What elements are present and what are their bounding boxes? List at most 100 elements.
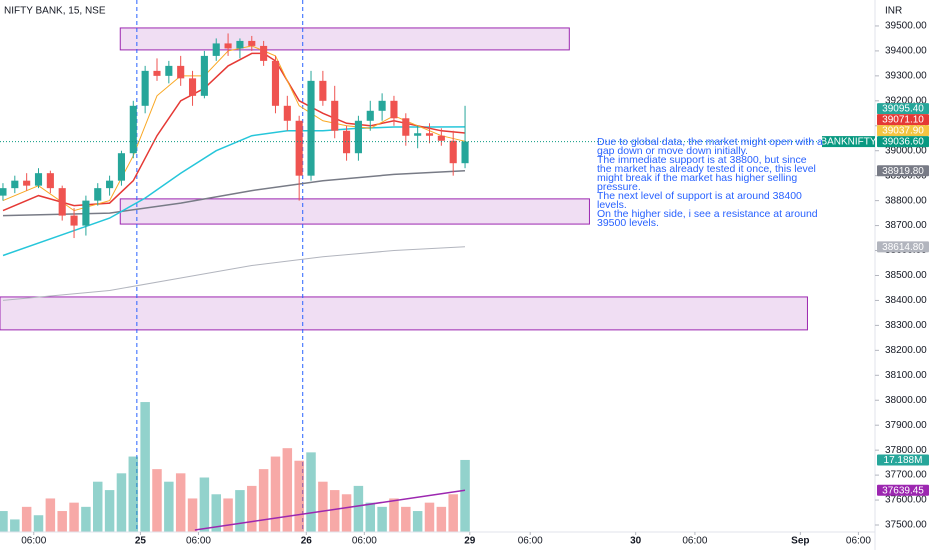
- volume-bar: [45, 498, 56, 532]
- candle-body: [106, 180, 114, 189]
- axes: 37500.00 37600.00 37700.00 37800.00 37900.00…: [21, 21, 929, 547]
- volume-bar: [104, 490, 115, 532]
- candle-body: [82, 200, 90, 226]
- volume-bar: [258, 469, 269, 532]
- candle-body: [165, 65, 173, 76]
- y-tick-label: 37500.00: [885, 520, 927, 531]
- candle-body: [248, 40, 256, 46]
- y-tick-label: 38200.00: [885, 345, 927, 356]
- price-tag-label: 39071.10: [882, 115, 924, 126]
- x-tick-label: 26: [301, 536, 313, 547]
- candle-body: [200, 55, 208, 96]
- candle-body: [354, 120, 362, 154]
- volume-bar: [341, 494, 352, 532]
- y-tick-label: 38300.00: [885, 320, 927, 331]
- x-tick-label: 06:00: [846, 536, 871, 547]
- volume-bar: [93, 481, 103, 532]
- volume-bar: [460, 459, 470, 532]
- candle-body: [129, 105, 137, 154]
- price-tag: [877, 484, 929, 496]
- zone: [119, 198, 590, 225]
- annotation-line: might break if the market has higher sel…: [597, 172, 797, 184]
- volume-bar: [199, 477, 210, 532]
- candle-body: [461, 141, 469, 164]
- moving-average: [2, 126, 466, 257]
- annotation-line: 39500 levels.: [597, 217, 659, 229]
- y-tick-label: 39000.00: [885, 145, 927, 156]
- price-tag: [877, 241, 929, 253]
- x-tick-label: 06:00: [352, 536, 377, 547]
- candle-body: [34, 173, 43, 186]
- annotation-line: the market has already tested it once, t…: [597, 163, 816, 175]
- annotation-line: gap down or move down initially.: [597, 145, 748, 157]
- symbol-tag: [822, 136, 875, 148]
- volume-bar: [81, 506, 91, 532]
- volume-bar: [318, 481, 328, 532]
- volume-bar: [223, 498, 233, 532]
- candle-body: [319, 80, 327, 101]
- moving-average: [2, 45, 466, 212]
- volume-bar: [116, 473, 127, 532]
- volume-bar: [436, 506, 447, 532]
- y-tick-label: 37600.00: [885, 495, 927, 506]
- candle-body: [224, 43, 232, 49]
- volume-bar: [353, 485, 364, 532]
- x-tick-label: 30: [630, 536, 642, 547]
- candle-body: [188, 78, 197, 96]
- currency: INR: [885, 6, 902, 17]
- zones: [0, 27, 808, 331]
- volume-bar: [128, 456, 139, 532]
- volume-bar: [152, 469, 162, 532]
- y-tick-label: 39200.00: [885, 95, 927, 106]
- candle-body: [94, 188, 102, 201]
- candle-body: [307, 80, 315, 176]
- y-tick-label: 39400.00: [885, 46, 927, 57]
- y-tick-label: 38400.00: [885, 295, 927, 306]
- candle-body: [46, 173, 54, 189]
- symbol-tag-label: BANKNIFTY: [820, 137, 876, 148]
- volume-bar: [282, 448, 293, 532]
- volume-bar: [306, 452, 316, 532]
- candle-body: [343, 130, 351, 154]
- candle-body: [260, 45, 268, 61]
- candle-body: [141, 70, 149, 106]
- candle-body: [295, 120, 303, 176]
- y-tick-label: 38100.00: [885, 370, 927, 381]
- volume-bar: [21, 506, 32, 532]
- annotation-line: Due to global data, the market might ope…: [597, 136, 823, 148]
- candle-body: [402, 118, 410, 136]
- x-tick-label: 29: [464, 536, 476, 547]
- candle-body: [70, 215, 78, 226]
- price-tag: [877, 136, 929, 148]
- annotation-line: The next level of support is at around 3…: [597, 190, 802, 202]
- volume-bar: [33, 515, 44, 532]
- annotation-line: pressure.: [597, 181, 641, 193]
- y-tick-label: 39300.00: [885, 70, 927, 81]
- price-tag-label: 37639.45: [882, 485, 924, 496]
- y-tick-label: 37900.00: [885, 420, 927, 431]
- volume-bar: [329, 490, 340, 532]
- volume-bar: [140, 402, 150, 532]
- moving-average: [2, 52, 466, 212]
- candle-body: [437, 135, 445, 141]
- candle-body: [414, 133, 422, 136]
- x-tick-label: 06:00: [21, 536, 46, 547]
- candle-body: [212, 43, 220, 56]
- chart-title: NIFTY BANK, 15, NSE: [4, 6, 106, 17]
- x-tick-label: Sep: [791, 536, 809, 547]
- candle-body: [331, 100, 339, 131]
- price-tag-label: 39037.90: [882, 126, 924, 137]
- zone: [0, 296, 808, 331]
- candle-body: [390, 100, 398, 119]
- zone: [119, 27, 570, 51]
- y-tick-label: 38800.00: [885, 195, 927, 206]
- price-tag-label: 38919.80: [882, 166, 924, 177]
- volume-bar: [448, 494, 458, 532]
- volume-bar: [0, 511, 8, 532]
- volume-bar: [164, 481, 174, 532]
- volume-bar: [10, 519, 20, 532]
- candle-body: [449, 140, 457, 164]
- y-tick-label: 38700.00: [885, 220, 927, 231]
- volume-bar: [247, 485, 257, 532]
- x-tick-label: 06:00: [518, 536, 543, 547]
